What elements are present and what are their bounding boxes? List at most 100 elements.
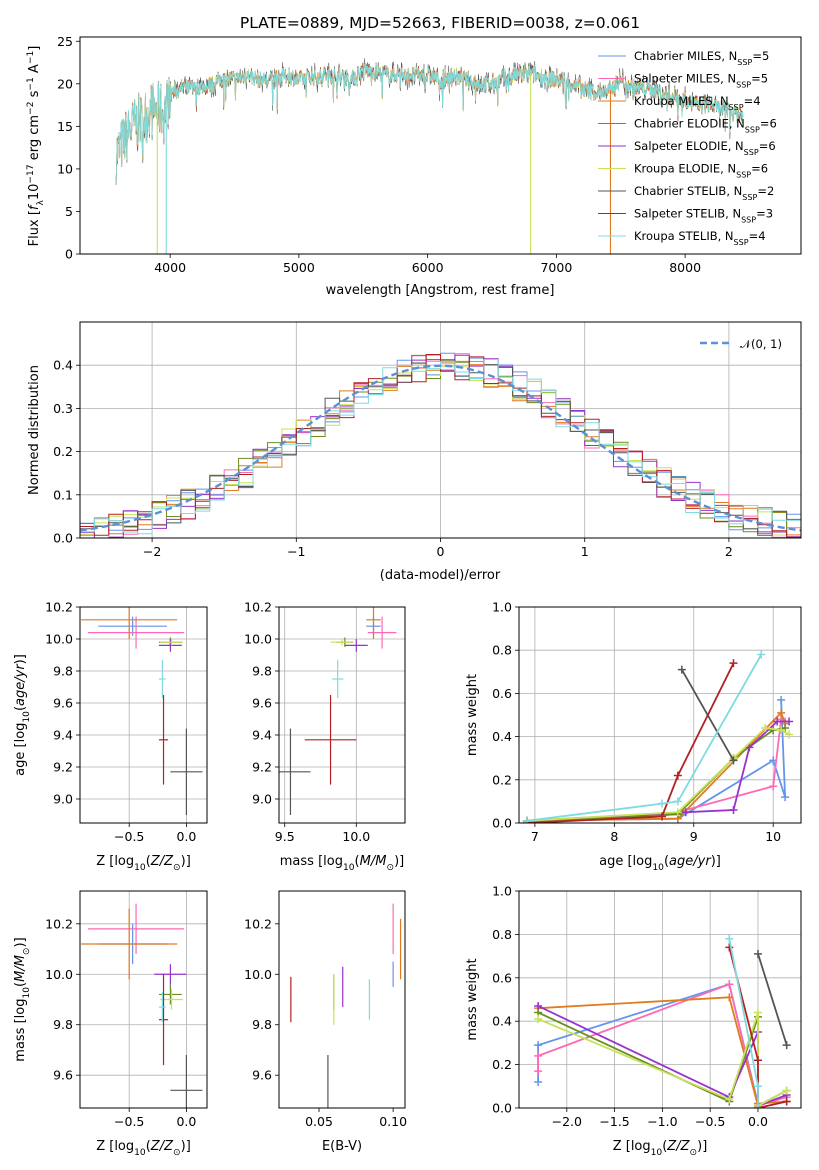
y-tick-label: 9.4: [53, 728, 73, 743]
histogram-kroupa_stelib: [80, 359, 801, 535]
data-point: [534, 1002, 543, 1011]
x-tick-label: 4000: [154, 260, 186, 275]
axes-frame: [79, 321, 802, 539]
legend-entry-chabrier_stelib: Chabrier STELIB, NSSP=2: [634, 184, 774, 202]
y-tick-label: 0.8: [492, 927, 512, 942]
x-tick-label: −1.5: [599, 1114, 629, 1129]
errorbar-kroupa_miles: [81, 908, 178, 980]
series-kroupa_stelib: [725, 934, 762, 1108]
errorbar-chabrier_stelib: [170, 728, 203, 815]
plot-area: [80, 352, 801, 538]
errorbar-kroupa_stelib: [331, 659, 344, 699]
data-point: [673, 808, 682, 817]
y-tick-label: 9.0: [53, 792, 73, 807]
data-point: [753, 1082, 762, 1091]
x-tick-label: 6000: [412, 260, 444, 275]
axes-age_vs_Z: −0.5 0.0 9.0 9.2 9.4 9.6 9.8 10.0 10.2 Z [log10(Z…: [13, 600, 208, 873]
legend-entry-chabrier_elodie: Chabrier ELODIE, NSSP=6: [634, 117, 777, 135]
x-tick-label: −0.5: [695, 1114, 725, 1129]
data-point: [785, 717, 794, 726]
x-tick-label: 0.05: [305, 1114, 333, 1129]
data-point: [725, 943, 734, 952]
plot-area: [534, 934, 791, 1108]
y-axis-label: age [log10(age/yr)]: [13, 654, 32, 776]
errorbar-salpeter_stelib: [158, 974, 169, 1066]
x-axis-label: mass [log10(M/M⊙)]: [280, 854, 404, 873]
y-tick-label: 5: [65, 204, 73, 219]
data-point: [777, 708, 786, 717]
x-tick-label: 8: [610, 829, 618, 844]
errorbar-kroupa_miles: [366, 607, 381, 639]
data-point: [673, 771, 682, 780]
y-tick-label: 20: [57, 76, 73, 91]
errorbar-salpeter_miles: [88, 903, 185, 955]
y-tick-label: 9.6: [53, 1068, 73, 1083]
errorbar-salpeter_stelib: [304, 695, 357, 785]
x-tick-label: 7: [531, 829, 539, 844]
y-tick-label: 10: [57, 161, 73, 176]
y-tick-label: 9.8: [53, 664, 73, 679]
x-tick-label: 0.10: [379, 1114, 407, 1129]
y-tick-label: 0.8: [492, 643, 512, 658]
data-point: [773, 717, 782, 726]
data-point: [729, 806, 738, 815]
y-tick-label: 0.0: [492, 816, 512, 831]
y-tick-label: 0.2: [492, 772, 512, 787]
y-tick-label: 10.2: [45, 600, 73, 615]
x-tick-label: 9: [690, 829, 698, 844]
y-axis-label: Normed distribution: [27, 365, 42, 495]
x-tick-label: 10.0: [342, 829, 370, 844]
y-tick-label: 0.4: [492, 1014, 512, 1029]
errorbar-kroupa_miles: [81, 607, 178, 639]
x-tick-label: −0.5: [114, 829, 144, 844]
data-point: [782, 1097, 791, 1106]
errorbar-kroupa_elodie: [160, 639, 183, 646]
errorbar-salpeter_stelib: [158, 695, 169, 785]
y-tick-label: 1.0: [492, 600, 512, 615]
x-tick-label: 0.0: [748, 1114, 768, 1129]
x-tick-label: 9.5: [275, 829, 295, 844]
data-point: [753, 1008, 762, 1017]
histogram-kroupa_elodie: [80, 363, 801, 538]
series-salpeter_elodie: [522, 717, 794, 823]
data-point: [657, 799, 666, 808]
data-point: [781, 793, 790, 802]
axes-frame: [79, 36, 802, 255]
x-tick-label: 1: [581, 544, 589, 559]
x-tick-label: 8000: [669, 260, 701, 275]
series-line: [526, 717, 786, 822]
legend-entry-salpeter_elodie: Salpeter ELODIE, NSSP=6: [634, 139, 776, 157]
axes-mass_vs_ebv: 0.05 0.10 9.6 9.8 10.0 10.2 E(B-V): [244, 890, 407, 1154]
axes-age_vs_mass: 9.5 10.0 9.0 9.2 9.4 9.6 9.8 10.0 10.2 mass [log1…: [244, 600, 406, 873]
legend-entry-kroupa_elodie: Kroupa ELODIE, NSSP=6: [634, 162, 768, 180]
series-chabrier_miles: [522, 695, 790, 823]
axes-frame: [278, 890, 406, 1109]
data-point: [534, 1051, 543, 1060]
errorbar-salpeter_elodie: [158, 639, 182, 652]
x-axis-label: wavelength [Angstrom, rest frame]: [326, 283, 555, 298]
data-point: [745, 743, 754, 752]
x-axis-label: Z [log10(Z/Z⊙)]: [613, 1139, 708, 1158]
errorbar-kroupa_stelib: [158, 991, 166, 1023]
x-axis-label: age [log10(age/yr)]: [599, 854, 721, 873]
x-tick-label: 7000: [540, 260, 572, 275]
legend-entry-gaussian: 𝒩(0, 1): [740, 337, 782, 351]
x-axis-label: (data-model)/error: [380, 568, 501, 583]
x-tick-label: 0: [437, 544, 445, 559]
y-axis-label: mass weight: [465, 958, 480, 1040]
data-point: [534, 1015, 543, 1024]
legend-entry-chabrier_miles: Chabrier MILES, NSSP=5: [634, 49, 769, 67]
errorbar-kroupa_elodie: [330, 639, 354, 646]
y-tick-label: 1.0: [492, 884, 512, 899]
axes-frame: [518, 606, 802, 824]
y-tick-label: 9.8: [252, 1017, 272, 1032]
x-tick-label: 0.0: [176, 829, 196, 844]
y-tick-label: 0.1: [53, 487, 73, 502]
data-point: [534, 1067, 543, 1076]
y-tick-label: 9.2: [252, 760, 272, 775]
data-point: [785, 730, 794, 739]
y-tick-label: 0.2: [492, 1057, 512, 1072]
y-tick-label: 9.6: [53, 696, 73, 711]
data-point: [657, 812, 666, 821]
data-point: [729, 756, 738, 765]
